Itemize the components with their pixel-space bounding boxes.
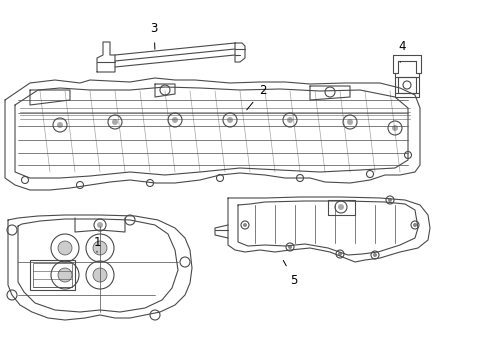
Circle shape: [388, 198, 392, 202]
Bar: [33, 263, 72, 287]
Bar: [30, 260, 75, 290]
Circle shape: [93, 241, 107, 255]
Circle shape: [243, 223, 247, 227]
Circle shape: [392, 125, 398, 131]
Circle shape: [172, 117, 178, 123]
Circle shape: [287, 117, 293, 123]
Circle shape: [97, 222, 103, 228]
Circle shape: [347, 119, 353, 125]
Circle shape: [373, 253, 377, 257]
Circle shape: [58, 268, 72, 282]
Circle shape: [227, 117, 233, 123]
Text: 3: 3: [150, 22, 158, 49]
Text: 5: 5: [283, 260, 298, 287]
Circle shape: [93, 268, 107, 282]
Text: 1: 1: [93, 235, 101, 252]
Circle shape: [288, 245, 292, 249]
Circle shape: [413, 223, 417, 227]
Circle shape: [338, 252, 342, 256]
Circle shape: [57, 122, 63, 128]
Circle shape: [112, 119, 118, 125]
Text: 4: 4: [398, 40, 406, 62]
Text: 2: 2: [247, 84, 267, 110]
Circle shape: [58, 241, 72, 255]
Circle shape: [338, 204, 344, 210]
